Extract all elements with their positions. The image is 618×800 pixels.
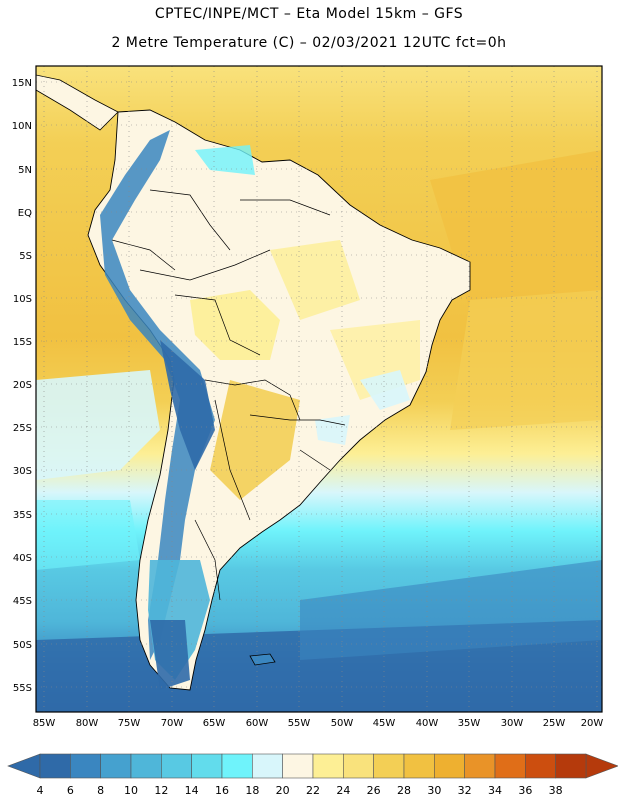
lon-label: 35W <box>458 718 481 729</box>
colorbar-tick-label: 6 <box>67 784 74 797</box>
colorbar-swatch <box>39 753 71 779</box>
colorbar-swatch <box>373 753 405 779</box>
colorbar-tick-label: 30 <box>427 784 441 797</box>
colorbar-legend: 4 6 8 10 12 14 16 18 20 22 24 26 28 30 32 34 36 38 <box>7 753 618 797</box>
colorbar-tick-label: 4 <box>37 784 44 797</box>
colorbar-swatch <box>161 753 192 779</box>
lat-label: 50S <box>13 640 32 651</box>
map-frame <box>35 65 603 713</box>
lat-label: 55S <box>13 683 32 694</box>
lat-label: 20S <box>13 380 32 391</box>
colorbar-swatch <box>343 753 374 779</box>
lat-label: 10N <box>12 121 32 132</box>
lon-label: 45W <box>373 718 396 729</box>
map-title: CPTEC/INPE/MCT – Eta Model 15km – GFS <box>154 6 464 22</box>
lon-label: 20W <box>581 718 604 729</box>
lat-label: EQ <box>18 208 32 219</box>
colorbar-low-arrow <box>7 753 41 779</box>
colorbar-swatch <box>252 753 283 779</box>
colorbar-swatch <box>403 753 435 779</box>
colorbar-swatch <box>191 753 223 779</box>
colorbar-swatch <box>494 753 526 779</box>
latitude-labels: 15N 10N 5N EQ 5S 10S 15S 20S 25S 30S 35S… <box>12 78 32 694</box>
lon-label: 25W <box>543 718 566 729</box>
colorbar-tick-label: 12 <box>154 784 168 797</box>
lat-label: 15N <box>12 78 32 89</box>
lon-label: 50W <box>331 718 354 729</box>
colorbar-tick-label: 20 <box>276 784 290 797</box>
lon-label: 80W <box>76 718 99 729</box>
map-subtitle: 2 Metre Temperature (C) – 02/03/2021 12U… <box>111 35 507 51</box>
lat-label: 30S <box>13 466 32 477</box>
lat-label: 15S <box>13 337 32 348</box>
colorbar-tick-label: 34 <box>488 784 502 797</box>
map-field <box>36 66 602 712</box>
colorbar-swatch <box>282 753 314 779</box>
colorbar-swatch <box>221 753 253 779</box>
colorbar-tick-label: 28 <box>397 784 411 797</box>
lon-label: 75W <box>118 718 141 729</box>
colorbar-swatch <box>464 753 496 779</box>
colorbar-tick-label: 26 <box>367 784 381 797</box>
colorbar-tick-label: 24 <box>336 784 350 797</box>
lon-label: 85W <box>33 718 56 729</box>
colorbar-tick-label: 38 <box>549 784 563 797</box>
lon-label: 65W <box>203 718 226 729</box>
lat-label: 10S <box>13 294 32 305</box>
colorbar-high-arrow <box>585 753 618 779</box>
colorbar-tick-label: 16 <box>215 784 229 797</box>
lon-label: 70W <box>161 718 184 729</box>
colorbar-tick-label: 14 <box>185 784 199 797</box>
longitude-labels: 85W 80W 75W 70W 65W 60W 55W 50W 45W 40W … <box>33 718 604 729</box>
colorbar-swatch <box>555 753 587 779</box>
colorbar-swatch <box>130 753 162 779</box>
colorbar-tick-label: 22 <box>306 784 320 797</box>
colorbar-swatch <box>525 753 556 779</box>
colorbar-tick-label: 36 <box>518 784 532 797</box>
lon-label: 40W <box>416 718 439 729</box>
colorbar-swatch <box>100 753 132 779</box>
colorbar-swatch <box>434 753 465 779</box>
colorbar-tick-label: 10 <box>124 784 138 797</box>
lat-label: 5S <box>19 251 32 262</box>
lat-label: 35S <box>13 510 32 521</box>
lon-label: 55W <box>288 718 311 729</box>
lat-label: 40S <box>13 553 32 564</box>
colorbar-tick-label: 18 <box>245 784 259 797</box>
lat-label: 5N <box>18 165 32 176</box>
colorbar-swatch <box>70 753 101 779</box>
colorbar-tick-label: 32 <box>458 784 472 797</box>
colorbar-tick-label: 8 <box>97 784 104 797</box>
lon-label: 60W <box>246 718 269 729</box>
colorbar-swatch <box>312 753 344 779</box>
lat-label: 25S <box>13 423 32 434</box>
lon-label: 30W <box>501 718 524 729</box>
lat-label: 45S <box>13 596 32 607</box>
